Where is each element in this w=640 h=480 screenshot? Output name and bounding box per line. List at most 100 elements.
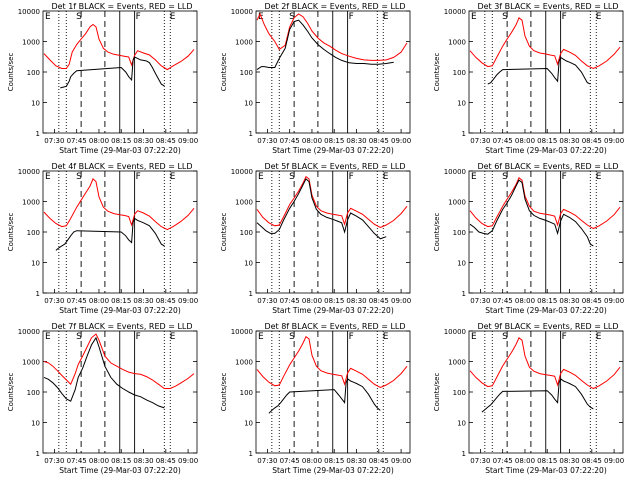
interval-marker-label: E bbox=[258, 332, 264, 342]
chart-title: Det 8f BLACK = Events, RED = LLD bbox=[264, 322, 405, 331]
interval-marker-label: F bbox=[349, 332, 354, 342]
x-tick-label: 07:30 bbox=[470, 297, 490, 305]
y-tick-label: 10 bbox=[31, 100, 40, 108]
y-tick-label: 1 bbox=[462, 450, 466, 458]
interval-marker-label: E bbox=[383, 332, 389, 342]
y-tick-label: 10000 bbox=[444, 328, 466, 336]
y-tick-label: 10000 bbox=[18, 168, 40, 176]
x-tick-label: 08:15 bbox=[111, 137, 131, 145]
x-tick-label: 08:45 bbox=[156, 457, 176, 465]
interval-marker-label: S bbox=[289, 12, 295, 22]
x-tick-label: 07:45 bbox=[67, 297, 87, 305]
x-tick-label: 09:00 bbox=[178, 137, 198, 145]
interval-marker-label: E bbox=[596, 12, 602, 22]
y-tick-label: 1 bbox=[462, 130, 466, 138]
events-series-line bbox=[60, 56, 165, 89]
detector-chart-9: Det 9f BLACK = Events, RED = LLD 1 10 100 10… bbox=[433, 322, 624, 475]
y-axis-label: Counts/sec bbox=[220, 213, 228, 252]
x-tick-label: 07:30 bbox=[44, 137, 64, 145]
y-tick-label: 10 bbox=[457, 420, 466, 428]
x-axis-label: Start Time (29-Mar-03 07:22:20) bbox=[485, 466, 607, 475]
interval-marker-label: E bbox=[596, 332, 602, 342]
y-axis-label: Counts/sec bbox=[7, 373, 15, 412]
detector-chart-1: Det 1f BLACK = Events, RED = LLD 1 10 100 10… bbox=[7, 2, 198, 155]
x-axis-label: Start Time (29-Mar-03 07:22:20) bbox=[59, 306, 181, 315]
x-tick-label: 08:45 bbox=[369, 137, 389, 145]
interval-marker-label: E bbox=[45, 172, 51, 182]
y-tick-label: 1000 bbox=[235, 199, 253, 207]
interval-marker-label: S bbox=[76, 12, 82, 22]
y-tick-label: 10000 bbox=[231, 8, 253, 16]
y-tick-label: 10000 bbox=[18, 328, 40, 336]
chart-title: Det 3f BLACK = Events, RED = LLD bbox=[477, 2, 618, 11]
interval-marker-label: E bbox=[471, 12, 477, 22]
x-tick-label: 07:45 bbox=[493, 297, 513, 305]
chart-title: Det 6f BLACK = Events, RED = LLD bbox=[477, 162, 618, 171]
y-tick-label: 100 bbox=[27, 229, 40, 237]
x-tick-label: 08:15 bbox=[537, 297, 557, 305]
interval-marker-label: E bbox=[258, 172, 264, 182]
y-tick-label: 1 bbox=[36, 130, 40, 138]
y-tick-label: 10 bbox=[31, 420, 40, 428]
x-tick-label: 08:00 bbox=[89, 137, 109, 145]
y-axis-label: Counts/sec bbox=[7, 213, 15, 252]
y-tick-label: 1000 bbox=[235, 39, 253, 47]
y-tick-label: 100 bbox=[453, 69, 466, 77]
x-tick-label: 07:45 bbox=[280, 137, 300, 145]
x-tick-label: 07:45 bbox=[67, 457, 87, 465]
x-tick-label: 07:45 bbox=[493, 457, 513, 465]
y-tick-label: 10 bbox=[244, 260, 253, 268]
y-tick-label: 1000 bbox=[22, 199, 40, 207]
x-tick-label: 07:45 bbox=[280, 297, 300, 305]
y-tick-label: 1 bbox=[249, 450, 253, 458]
chart-title: Det 4f BLACK = Events, RED = LLD bbox=[51, 162, 192, 171]
chart-title: Det 9f BLACK = Events, RED = LLD bbox=[477, 322, 618, 331]
x-tick-label: 08:00 bbox=[515, 297, 535, 305]
events-series-line bbox=[256, 19, 394, 71]
y-tick-label: 10 bbox=[244, 100, 253, 108]
x-tick-label: 09:00 bbox=[178, 457, 198, 465]
y-tick-label: 1 bbox=[36, 290, 40, 298]
lld-series-line bbox=[43, 178, 195, 231]
interval-marker-label: F bbox=[562, 332, 567, 342]
interval-marker-label: F bbox=[562, 12, 567, 22]
x-tick-label: 07:30 bbox=[257, 137, 277, 145]
lld-series-line bbox=[469, 177, 621, 230]
y-tick-label: 100 bbox=[453, 229, 466, 237]
y-axis-label: Counts/sec bbox=[433, 53, 441, 92]
interval-marker-label: S bbox=[289, 172, 295, 182]
x-tick-label: 08:15 bbox=[537, 457, 557, 465]
y-tick-label: 1000 bbox=[22, 39, 40, 47]
events-series-line bbox=[43, 336, 165, 409]
x-tick-label: 09:00 bbox=[604, 137, 624, 145]
x-tick-label: 07:30 bbox=[257, 297, 277, 305]
interval-marker-label: S bbox=[289, 332, 295, 342]
events-series-line bbox=[487, 56, 591, 85]
y-tick-label: 100 bbox=[27, 69, 40, 77]
interval-marker-label: E bbox=[170, 12, 176, 22]
x-tick-label: 07:30 bbox=[44, 457, 64, 465]
interval-marker-label: F bbox=[349, 12, 354, 22]
y-tick-label: 10000 bbox=[231, 168, 253, 176]
x-tick-label: 08:15 bbox=[537, 137, 557, 145]
y-tick-label: 1 bbox=[249, 130, 253, 138]
detector-chart-6: Det 6f BLACK = Events, RED = LLD 1 10 100 10… bbox=[433, 162, 624, 315]
chart-title: Det 2f BLACK = Events, RED = LLD bbox=[264, 2, 405, 11]
lld-series-line bbox=[256, 175, 408, 229]
events-series-line bbox=[256, 178, 387, 240]
x-tick-label: 08:30 bbox=[559, 297, 579, 305]
interval-marker-label: E bbox=[45, 332, 51, 342]
lld-series-line bbox=[256, 335, 408, 389]
x-axis-label: Start Time (29-Mar-03 07:22:20) bbox=[272, 146, 394, 155]
x-tick-label: 07:30 bbox=[257, 457, 277, 465]
x-axis-label: Start Time (29-Mar-03 07:22:20) bbox=[59, 466, 181, 475]
x-tick-label: 07:30 bbox=[470, 457, 490, 465]
y-tick-label: 1 bbox=[462, 290, 466, 298]
y-axis-label: Counts/sec bbox=[220, 53, 228, 92]
x-axis-label: Start Time (29-Mar-03 07:22:20) bbox=[59, 146, 181, 155]
x-tick-label: 08:30 bbox=[559, 457, 579, 465]
y-tick-label: 10 bbox=[31, 260, 40, 268]
interval-marker-label: S bbox=[502, 12, 508, 22]
x-tick-label: 08:30 bbox=[346, 297, 366, 305]
y-tick-label: 1000 bbox=[448, 199, 466, 207]
